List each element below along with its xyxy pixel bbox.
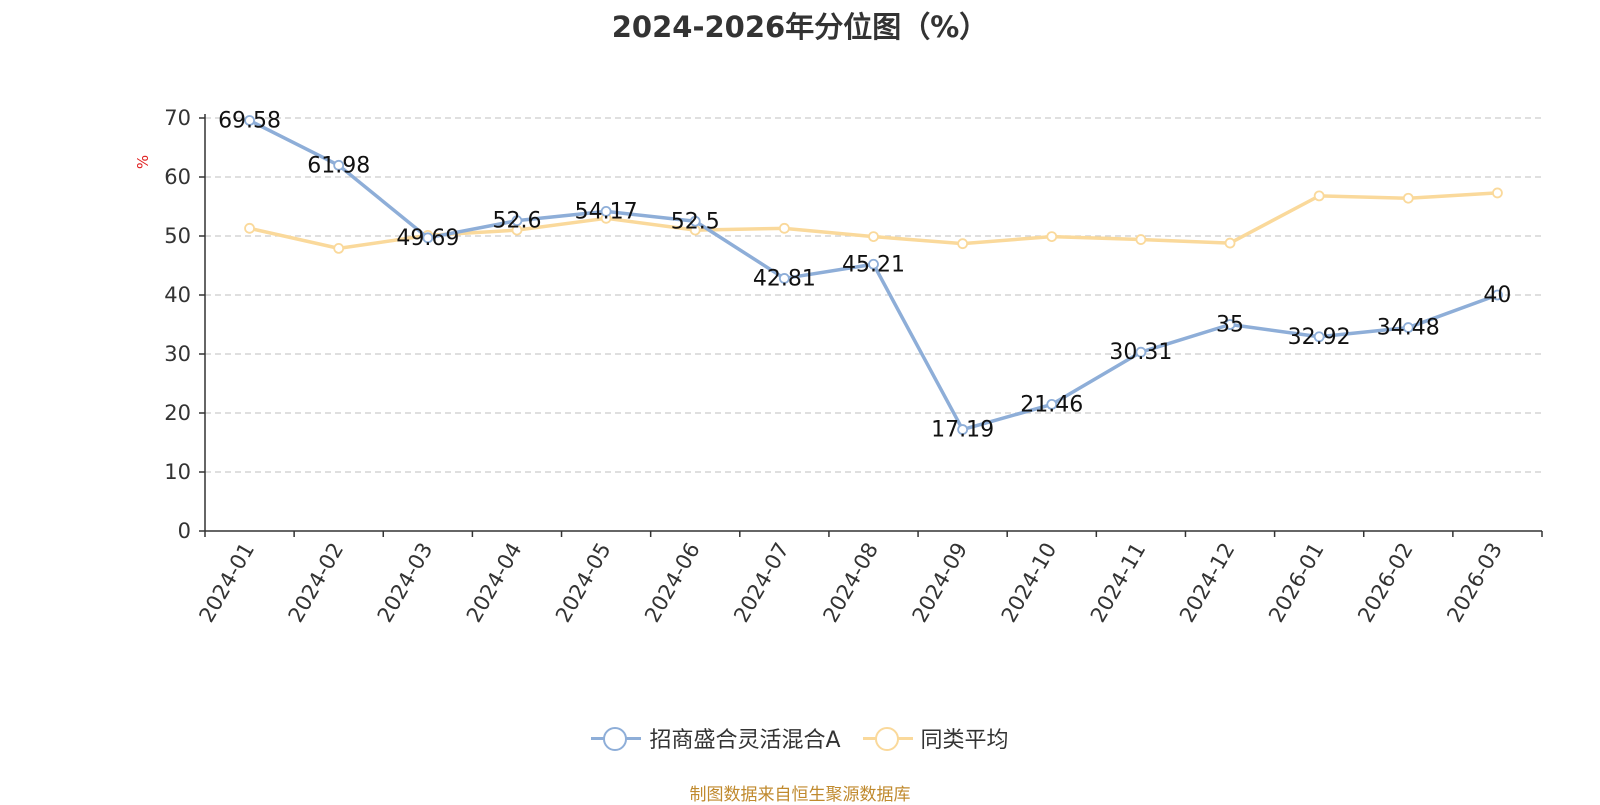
series-0-point-7 xyxy=(868,258,879,270)
x-tick-label-2024-07: 2024-07 xyxy=(729,539,794,627)
chart-title: 2024-2026年分位图（%） xyxy=(611,10,989,44)
legend-item-series-a[interactable]: 招商盛合灵活混合A xyxy=(591,722,841,754)
data-label-14: 40 xyxy=(1483,283,1511,308)
series-0-point-11 xyxy=(1224,319,1236,330)
data-label-0: 69.58 xyxy=(218,108,281,133)
series-1-point-7 xyxy=(868,231,879,242)
x-tick-label-2024-11: 2024-11 xyxy=(1086,539,1151,627)
series-1-point-13 xyxy=(1402,192,1414,204)
line-chart: 0 10 20 30 40 50 60 70% 2024-01 2024-02 2024-03 202… xyxy=(134,106,1543,627)
x-tick-label-2026-02: 2026-02 xyxy=(1353,539,1418,627)
legend: 招商盛合灵活混合A 同类平均 xyxy=(0,722,1600,754)
source-note: 制图数据来自恒生聚源数据库 xyxy=(689,785,911,805)
y-tick-label-30: 30 xyxy=(164,342,191,366)
y-axis-label: % xyxy=(134,155,152,169)
series-0-point-14 xyxy=(1492,289,1503,301)
series-0-point-6 xyxy=(778,273,790,284)
legend-item-series-average[interactable]: 同类平均 xyxy=(862,722,1009,754)
data-label-1: 61.98 xyxy=(307,153,370,178)
series-0-point-12 xyxy=(1313,331,1325,343)
legend-marker-series-a xyxy=(591,726,642,751)
legend-label-series-a: 招商盛合灵活混合A xyxy=(649,728,841,753)
y-tick-label-70: 70 xyxy=(164,106,191,130)
series-0-point-10 xyxy=(1135,346,1147,358)
data-label-8: 17.19 xyxy=(931,418,994,443)
x-tick-label-2024-03: 2024-03 xyxy=(373,539,438,627)
series-0-point-5 xyxy=(689,215,701,227)
y-tick-label-50: 50 xyxy=(164,224,191,248)
series-1-point-12 xyxy=(1313,190,1325,202)
y-tick-label-0: 0 xyxy=(178,519,191,543)
x-tick-label-2024-06: 2024-06 xyxy=(640,539,705,627)
x-tick-label-2024-09: 2024-09 xyxy=(908,538,973,626)
y-tick-label-10: 10 xyxy=(164,460,191,484)
series-0-point-13 xyxy=(1402,322,1414,333)
series-0-point-4 xyxy=(600,205,612,217)
x-tick-label-2024-12: 2024-12 xyxy=(1175,539,1240,627)
x-tick-label-2026-01: 2026-01 xyxy=(1264,539,1329,627)
series-1-point-11 xyxy=(1224,237,1236,249)
legend-label-series-average: 同类平均 xyxy=(920,728,1009,753)
x-tick-label-2024-01: 2024-01 xyxy=(194,539,259,627)
series-1-point-0 xyxy=(244,222,255,234)
data-label-4: 54.17 xyxy=(575,199,638,224)
data-label-9: 21.46 xyxy=(1020,392,1083,417)
x-tick-label-2024-04: 2024-04 xyxy=(462,539,527,627)
data-label-5: 52.5 xyxy=(671,209,720,234)
data-label-7: 45.21 xyxy=(842,252,905,277)
series-1-point-6 xyxy=(778,222,790,234)
x-tick-label-2026-03: 2026-03 xyxy=(1442,539,1507,627)
x-tick-label-2024-08: 2024-08 xyxy=(818,539,883,627)
x-tick-label-2024-10: 2024-10 xyxy=(997,539,1062,627)
x-tick-label-2024-02: 2024-02 xyxy=(284,539,349,627)
y-tick-label-20: 20 xyxy=(164,401,191,425)
series-1-point-8 xyxy=(957,238,969,250)
series-0-point-3 xyxy=(511,215,523,227)
legend-marker-series-average xyxy=(862,726,913,751)
data-label-12: 32.92 xyxy=(1288,325,1351,350)
series-0-point-2 xyxy=(422,232,434,244)
series-1-point-10 xyxy=(1135,234,1147,245)
series-0-point-0 xyxy=(244,115,255,126)
x-tick-label-2024-05: 2024-05 xyxy=(551,539,616,627)
data-label-6: 42.81 xyxy=(753,266,816,291)
y-tick-label-60: 60 xyxy=(164,165,191,189)
series-1-point-14 xyxy=(1492,187,1503,199)
data-label-10: 30.31 xyxy=(1109,340,1172,365)
series-0-point-9 xyxy=(1046,398,1058,410)
series-1-point-9 xyxy=(1046,231,1058,242)
data-label-3: 52.6 xyxy=(492,209,541,234)
data-label-11: 35 xyxy=(1216,313,1244,338)
series-0-point-8 xyxy=(957,424,969,435)
data-label-13: 34.48 xyxy=(1377,316,1440,341)
data-label-2: 49.69 xyxy=(396,226,459,251)
y-tick-label-40: 40 xyxy=(164,283,191,307)
series-0-point-1 xyxy=(333,159,345,171)
series-1-point-1 xyxy=(333,242,345,254)
